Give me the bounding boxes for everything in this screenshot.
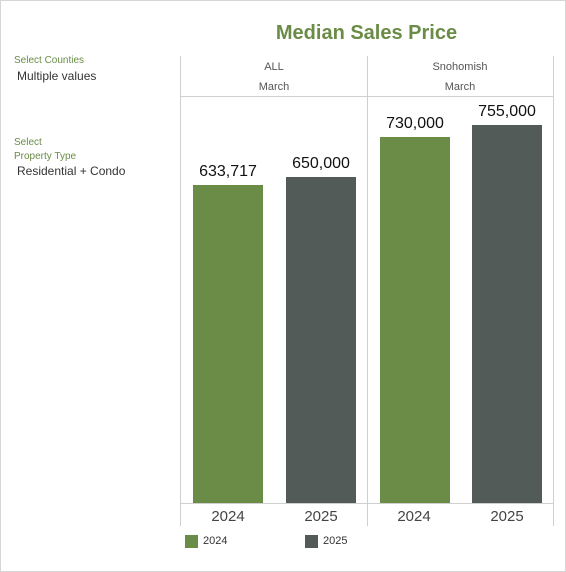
bar-all-2024[interactable]: [193, 185, 263, 503]
chart-title: Median Sales Price: [275, 22, 458, 44]
bar-snohomish-2024[interactable]: [380, 137, 450, 503]
bar-label-snohomish-2025: 755,000: [478, 102, 536, 120]
bar-label-all-2025: 650,000: [292, 155, 350, 173]
panel-header-snohomish-month: March: [444, 81, 476, 93]
property-filter-label-line1: Select: [14, 137, 42, 148]
panel-header-all-region: ALL: [264, 61, 284, 73]
x-tick-snohomish-2025: 2025: [490, 508, 524, 525]
bar-all-2025[interactable]: [286, 177, 356, 503]
counties-filter-label: Select Counties: [14, 55, 85, 66]
panel-divider-left: [180, 56, 181, 526]
legend-label-2025[interactable]: 2025: [323, 535, 348, 547]
legend-swatch-2024: [185, 535, 198, 548]
panel-divider-right: [553, 56, 554, 526]
property-filter-value[interactable]: Residential + Condo: [17, 164, 126, 178]
property-filter-label-line2: Property Type: [14, 151, 77, 162]
legend-label-2024[interactable]: 2024: [203, 535, 228, 547]
bar-label-snohomish-2024: 730,000: [386, 115, 444, 133]
counties-filter-value[interactable]: Multiple values: [17, 69, 97, 83]
x-tick-all-2024: 2024: [211, 508, 245, 525]
x-tick-all-2025: 2025: [304, 508, 338, 525]
panel-header-all-month: March: [258, 81, 290, 93]
panel-header-snohomish-region: Snohomish: [432, 61, 488, 73]
panel-divider-middle: [367, 56, 368, 526]
x-tick-snohomish-2024: 2024: [397, 508, 431, 525]
bar-snohomish-2025[interactable]: [472, 124, 542, 503]
x-axis-line: [180, 503, 554, 504]
bar-label-all-2024: 633,717: [199, 163, 257, 181]
legend-swatch-2025: [305, 535, 318, 548]
header-divider: [180, 96, 554, 97]
